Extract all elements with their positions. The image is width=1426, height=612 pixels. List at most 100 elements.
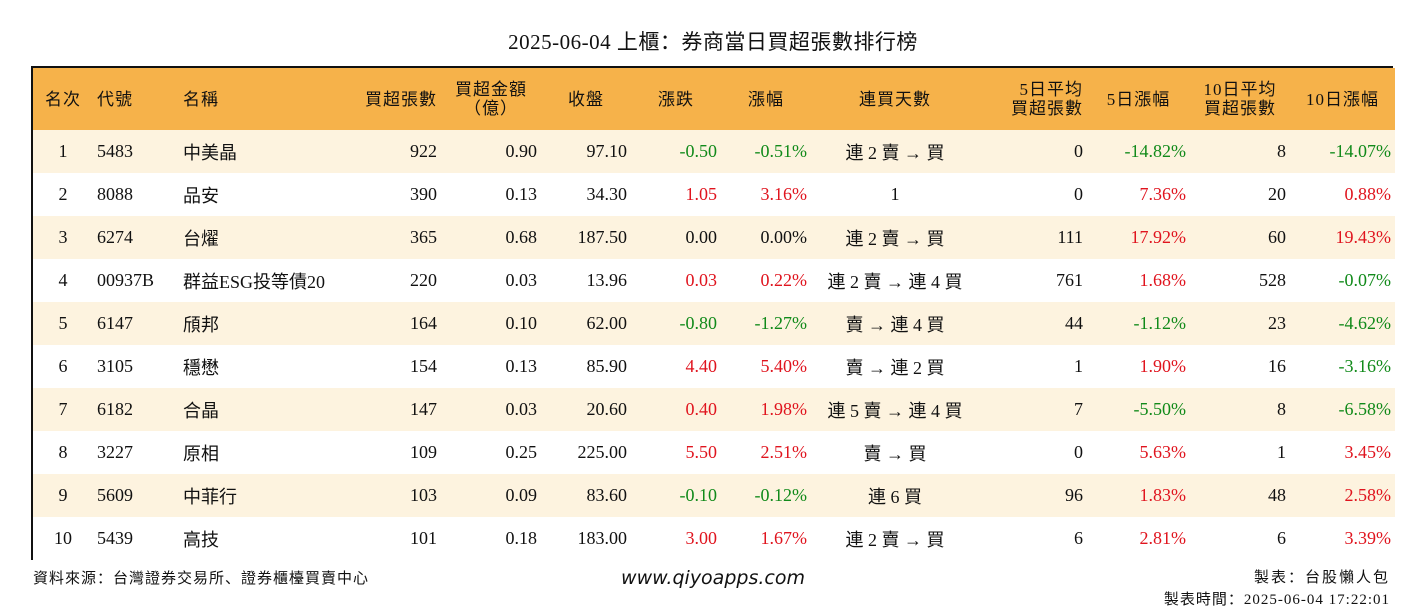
header-avg10: 10日平均 買超張數	[1190, 68, 1290, 130]
cell-pct5: 7.36%	[1139, 184, 1187, 204]
header-amount-line1: 買超金額	[455, 80, 527, 99]
cell-avg5: 0	[1074, 141, 1083, 161]
cell-name: 合晶	[183, 400, 219, 421]
cell-pct5: 5.63%	[1139, 442, 1187, 462]
cell-buy-lots: 220	[410, 270, 437, 290]
cell-amount: 0.90	[505, 141, 538, 161]
data-source: 資料來源：台灣證券交易所、證券櫃檯買賣中心	[33, 571, 370, 587]
cell-name: 高技	[183, 529, 219, 550]
cell-close: 97.10	[586, 141, 628, 161]
cell-amount: 0.68	[505, 227, 538, 247]
header-avg10-line2: 買超張數	[1204, 99, 1276, 118]
cell-code: 3105	[97, 356, 133, 376]
header-avg5-line2: 買超張數	[1011, 99, 1083, 118]
cell-avg10: 16	[1268, 356, 1286, 376]
cell-avg5: 44	[1065, 313, 1083, 333]
cell-rank: 9	[58, 485, 68, 505]
cell-pct10: -6.58%	[1338, 399, 1392, 419]
header-pct5: 5日漲幅	[1106, 89, 1171, 109]
cell-pct10: -4.62%	[1338, 313, 1392, 333]
cell-amount: 0.13	[505, 356, 538, 376]
cell-avg5: 0	[1074, 442, 1083, 462]
cell-pct10: 3.39%	[1344, 528, 1392, 548]
cell-avg5: 761	[1056, 270, 1083, 290]
cell-avg5: 0	[1074, 184, 1083, 204]
cell-close: 13.96	[586, 270, 628, 290]
cell-name: 穩懋	[183, 357, 219, 378]
cell-rank: 2	[58, 184, 68, 204]
cell-close: 83.60	[586, 485, 628, 505]
table-row: 4 00937B 群益ESG投等債20 220 0.03 13.96 0.03 0.22% 連 …	[33, 259, 1395, 302]
cell-change: 5.50	[685, 442, 718, 462]
header-avg10-line1: 10日平均	[1203, 80, 1277, 99]
table-row: 7 6182 合晶 147 0.03 20.60 0.40 1.98% 連 5 賣 → 連 4 …	[33, 388, 1395, 431]
cell-change: -0.50	[679, 141, 718, 161]
cell-days: 1	[890, 184, 900, 204]
cell-avg10: 8	[1277, 141, 1286, 161]
cell-avg10: 1	[1277, 442, 1286, 462]
cell-pct10: 0.88%	[1344, 184, 1392, 204]
cell-days: 賣 → 連 4 買	[845, 314, 945, 335]
cell-name: 原相	[183, 443, 219, 464]
header-name: 名稱	[183, 89, 219, 109]
cell-days: 賣 → 買	[863, 443, 927, 464]
cell-pct: 3.16%	[760, 184, 808, 204]
cell-rank: 10	[54, 528, 72, 548]
cell-days: 連 2 賣 → 連 4 買	[827, 271, 963, 292]
cell-buy-lots: 109	[410, 442, 437, 462]
header-amount-line2: （億）	[464, 99, 518, 118]
table-row: 6 3105 穩懋 154 0.13 85.90 4.40 5.40% 賣 → 連 2 買 1 1.…	[33, 345, 1395, 388]
made-time-label: 製表時間：2025-06-04 17:22:01	[1163, 592, 1390, 608]
cell-pct: -0.12%	[754, 485, 808, 505]
header-change: 漲跌	[658, 89, 694, 109]
cell-pct5: 1.90%	[1139, 356, 1187, 376]
cell-close: 225.00	[577, 442, 628, 462]
cell-pct: 1.67%	[760, 528, 808, 548]
cell-amount: 0.10	[505, 313, 538, 333]
cell-change: 0.00	[685, 227, 718, 247]
header-amount: 買超金額 （億）	[441, 68, 541, 130]
cell-pct10: -0.07%	[1338, 270, 1392, 290]
cell-rank: 7	[58, 399, 68, 419]
header-rank: 名次	[45, 89, 81, 109]
cell-days: 連 2 賣 → 買	[845, 228, 945, 249]
cell-days: 連 2 賣 → 買	[845, 142, 945, 163]
table-row: 1 5483 中美晶 922 0.90 97.10 -0.50 -0.51% 連 2 賣 → 買…	[33, 130, 1395, 173]
cell-avg10: 528	[1259, 270, 1286, 290]
website-link[interactable]: www.qiyoapps.com	[621, 567, 805, 589]
cell-change: -0.80	[679, 313, 718, 333]
cell-buy-lots: 365	[410, 227, 437, 247]
table-row: 5 6147 頎邦 164 0.10 62.00 -0.80 -1.27% 賣 → 連 4 買 4…	[33, 302, 1395, 345]
cell-buy-lots: 154	[410, 356, 437, 376]
cell-name: 中美晶	[183, 142, 237, 163]
cell-pct: -1.27%	[754, 313, 808, 333]
cell-avg10: 8	[1277, 399, 1286, 419]
cell-rank: 3	[58, 227, 68, 247]
cell-avg10: 6	[1277, 528, 1286, 548]
cell-code: 6182	[97, 399, 133, 419]
cell-amount: 0.03	[505, 399, 538, 419]
cell-pct5: 1.68%	[1139, 270, 1187, 290]
cell-avg5: 6	[1074, 528, 1083, 548]
cell-change: -0.10	[679, 485, 718, 505]
cell-pct5: 1.83%	[1139, 485, 1187, 505]
cell-close: 34.30	[586, 184, 628, 204]
cell-code: 00937B	[97, 270, 155, 290]
cell-amount: 0.18	[505, 528, 538, 548]
cell-amount: 0.13	[505, 184, 538, 204]
ranking-table: 名次 代號 名稱 買超張數 買超金額 （億） 收盤 漲跌 漲幅 連買天數 5日平均…	[31, 66, 1395, 560]
cell-rank: 6	[58, 356, 68, 376]
cell-code: 6147	[97, 313, 133, 333]
cell-pct5: -14.82%	[1124, 141, 1187, 161]
cell-pct10: -3.16%	[1338, 356, 1392, 376]
cell-days: 連 6 買	[868, 486, 922, 507]
cell-rank: 8	[58, 442, 68, 462]
cell-amount: 0.09	[505, 485, 538, 505]
cell-pct5: -5.50%	[1133, 399, 1187, 419]
header-days: 連買天數	[859, 89, 931, 109]
cell-amount: 0.03	[505, 270, 538, 290]
cell-pct10: 3.45%	[1344, 442, 1392, 462]
cell-pct: 0.00%	[760, 227, 808, 247]
cell-change: 0.03	[685, 270, 718, 290]
cell-rank: 5	[58, 313, 68, 333]
